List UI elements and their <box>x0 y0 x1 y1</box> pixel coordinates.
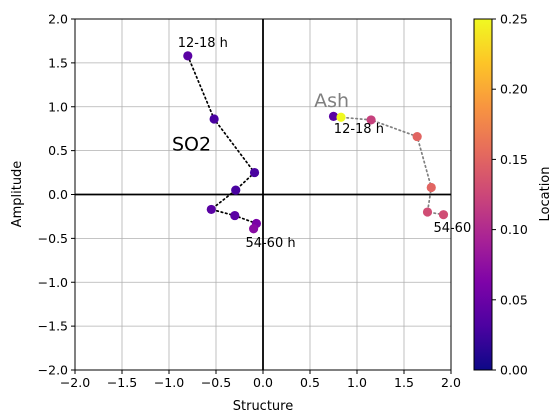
y-tick-label: −2.0 <box>38 363 68 378</box>
series-points <box>183 51 449 234</box>
y-tick-label: 1.5 <box>48 55 68 70</box>
y-axis-label: Amplitude <box>10 161 25 228</box>
data-point-ash <box>366 115 376 125</box>
colorbar-tick-label: 0.00 <box>500 363 528 378</box>
data-point-ash <box>412 131 422 142</box>
annotation-label: 54-60 h <box>245 236 295 251</box>
colorbar-label: Location <box>538 167 550 222</box>
y-tick-label: −0.5 <box>38 231 68 246</box>
colorbar <box>473 18 493 371</box>
data-point-ash <box>336 112 346 122</box>
annotation-label: 54-60 h <box>433 221 483 236</box>
colorbar-tick-label: 0.20 <box>500 82 528 97</box>
x-axis-label: Structure <box>233 399 293 411</box>
y-tick-label: 0.0 <box>48 187 68 202</box>
data-point-ash <box>426 182 436 193</box>
x-tick-label: −2.0 <box>60 375 90 390</box>
zero-axes <box>75 19 451 370</box>
y-tick-label: −1.5 <box>38 319 68 334</box>
y-tick-label: −1.0 <box>38 275 68 290</box>
x-tick-label: 0.5 <box>300 375 320 390</box>
data-point-so2 <box>209 114 219 124</box>
colorbar-tick-label: 0.05 <box>500 292 528 307</box>
data-point-ash <box>422 207 433 217</box>
annotations: 12-18 h 54-60 h SO2 Ash 12-18 h 54-60 h <box>172 36 484 251</box>
x-tick-label: 2.0 <box>441 375 461 390</box>
x-axis-ticks: −2.0 −1.5 −1.0 −0.5 0.0 0.5 1.0 1.5 2.0 <box>60 370 461 390</box>
annotation-label: Ash <box>314 90 349 112</box>
annotation-label: SO2 <box>172 134 211 156</box>
x-tick-label: −1.0 <box>154 375 184 390</box>
x-tick-label: 1.0 <box>347 375 367 390</box>
data-point-so2 <box>230 210 240 221</box>
y-axis-ticks: −2.0 −1.5 −1.0 −0.5 0.0 0.5 1.0 1.5 2.0 <box>38 12 75 378</box>
y-tick-label: 0.5 <box>48 143 68 158</box>
y-tick-label: 1.0 <box>48 99 68 114</box>
data-point-so2 <box>249 167 260 178</box>
colorbar-tick-label: 0.10 <box>500 222 528 237</box>
colorbar-ticks: 0.00 0.05 0.10 0.15 0.20 0.25 <box>492 12 528 378</box>
data-point-so2 <box>249 224 259 234</box>
x-tick-label: 1.5 <box>394 375 414 390</box>
annotation-label: 12-18 h <box>178 36 228 51</box>
data-point-so2 <box>183 51 193 61</box>
data-point-ash <box>328 111 339 122</box>
x-tick-label: 0.0 <box>253 375 273 390</box>
y-tick-label: 2.0 <box>48 12 68 27</box>
colorbar-tick-label: 0.15 <box>500 152 528 167</box>
annotation-label: 12-18 h <box>334 122 384 137</box>
colorbar-tick-label: 0.25 <box>500 12 528 27</box>
data-point-so2 <box>206 204 216 215</box>
series-lines <box>186 55 445 230</box>
data-point-ash <box>438 210 449 220</box>
x-tick-label: −1.5 <box>107 375 137 390</box>
x-tick-label: −0.5 <box>201 375 231 390</box>
data-point-so2 <box>231 185 241 195</box>
